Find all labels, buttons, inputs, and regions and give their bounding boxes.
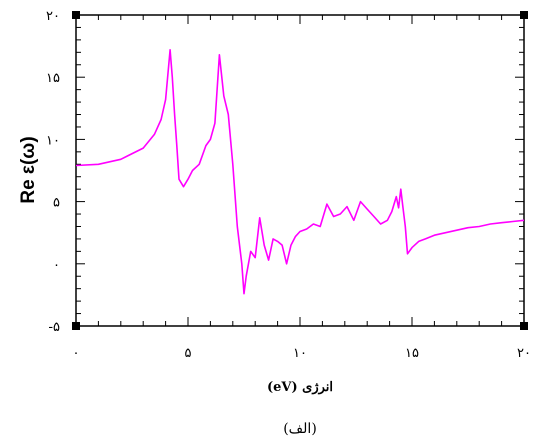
x-tick-label: ۱۰ bbox=[293, 346, 307, 361]
series-line bbox=[75, 48, 525, 295]
figure-caption: (الف) bbox=[283, 421, 317, 437]
plot-frame bbox=[75, 14, 525, 327]
x-tick-label: ۲۰ bbox=[517, 346, 531, 361]
y-tick-label: -۵ bbox=[48, 320, 60, 335]
y-tick-label: ۱۵ bbox=[46, 71, 60, 86]
y-tick-label: ۵ bbox=[53, 196, 60, 211]
y-tick-label: ۲۰ bbox=[46, 9, 60, 24]
y-axis-title: Re ε(ω) bbox=[18, 136, 39, 203]
x-axis-title: انرژی (eV) bbox=[267, 380, 333, 395]
x-tick-label: ۱۵ bbox=[405, 346, 419, 361]
x-tick-label: ۰ bbox=[73, 346, 80, 361]
y-tick-label: ۱۰ bbox=[46, 133, 60, 148]
y-tick-label: ۰ bbox=[53, 258, 60, 273]
x-tick-label: ۵ bbox=[185, 346, 192, 361]
